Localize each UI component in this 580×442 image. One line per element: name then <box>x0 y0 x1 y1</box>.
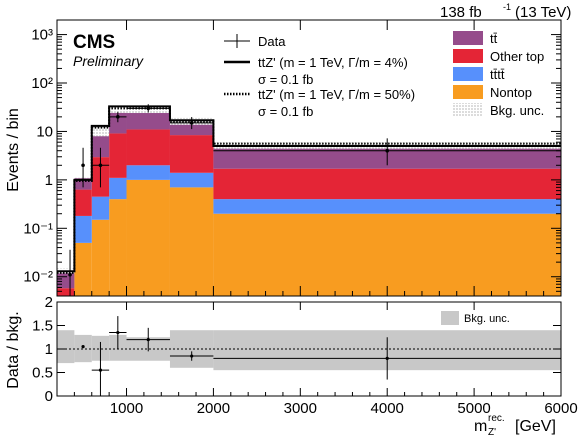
ratio-legend: Bkg. unc. <box>441 311 510 325</box>
ratio-point-0 <box>81 345 84 348</box>
x-tick-label-3: 4000 <box>371 400 404 417</box>
data-point-0 <box>68 273 72 277</box>
x-tick-label-4: 5000 <box>457 400 490 417</box>
x-axis-label-unit: [GeV] <box>515 418 556 435</box>
stack-bar-2-0 <box>57 288 74 296</box>
ratio-point-2 <box>116 331 119 334</box>
legend-signal-50pct: ttZ' (m = 1 TeV, Γ/m = 50%) σ = 0.1 fb <box>224 87 415 119</box>
ratio-legend-label: Bkg. unc. <box>464 313 510 325</box>
legend-other-top: Other top <box>453 49 544 64</box>
stack-bar-1-1 <box>74 216 91 243</box>
preliminary-label: Preliminary <box>73 53 144 69</box>
stack-bar-2-5 <box>170 135 213 173</box>
legend-data: Data <box>224 34 286 49</box>
ratio-y-tick-label-0: 0 <box>45 388 53 405</box>
stack-bar-1-4 <box>127 165 170 180</box>
legend-other-top-swatch <box>453 49 483 63</box>
stack-bar-3-0 <box>57 273 74 288</box>
legend-tttt: tt̄tt̄ <box>453 67 505 82</box>
stack-bar-0-3 <box>109 199 126 296</box>
x-tick-label-2: 3000 <box>284 400 317 417</box>
main-y-tick-label-1: 10⁻¹ <box>23 220 53 237</box>
x-tick-label-0: 1000 <box>110 400 143 417</box>
ratio-legend-swatch <box>441 311 459 325</box>
x-tick-label-1: 2000 <box>197 400 230 417</box>
ratio-y-tick-label-4: 2 <box>45 294 53 311</box>
x-axis-label-main: m <box>474 418 487 435</box>
legend-tttt-swatch <box>453 67 483 81</box>
ratio-y-axis-label: Data / bkg. <box>5 311 22 388</box>
stack-bar-2-6 <box>213 169 561 199</box>
ratio-point-3 <box>147 338 150 341</box>
stack-bar-1-5 <box>170 173 213 188</box>
ratio-point-4 <box>190 354 193 357</box>
legend-signal-50pct-xsec: σ = 0.1 fb <box>258 104 313 119</box>
legend-other-top-label: Other top <box>490 49 544 64</box>
legend-signal-4pct-label: ttZ' (m = 1 TeV, Γ/m = 4%) <box>258 55 408 70</box>
main-y-axis-label: Events / bin <box>5 108 22 192</box>
legend-bkg-unc: Bkg. unc. <box>453 103 544 118</box>
legend-nontop-label: Nontop <box>490 85 532 100</box>
legend-nontop-swatch <box>453 85 483 99</box>
cms-label: CMS <box>73 32 115 53</box>
main-y-tick-label-2: 1 <box>45 172 53 189</box>
legend-signal-4pct: ttZ' (m = 1 TeV, Γ/m = 4%) σ = 0.1 fb <box>224 55 408 87</box>
ratio-point-1 <box>99 369 102 372</box>
x-axis-label-sup: rec. <box>488 413 505 424</box>
main-y-tick-label-0: 10⁻² <box>23 269 53 286</box>
main-y-tick-label-3: 10 <box>36 123 53 140</box>
stack-bar-0-4 <box>127 180 170 296</box>
stack-bar-3-4 <box>127 113 170 129</box>
legend: Data ttZ' (m = 1 TeV, Γ/m = 4%) σ = 0.1 … <box>224 31 544 119</box>
stack-bar-0-6 <box>213 214 561 296</box>
stack-bar-1-3 <box>109 178 126 199</box>
ratio-y-tick-label-3: 1.5 <box>32 318 53 335</box>
stack-bar-0-1 <box>74 243 91 296</box>
ratio-y-tick-label-1: 0.5 <box>32 365 53 382</box>
x-tick-label-5: 6000 <box>544 400 577 417</box>
legend-nontop: Nontop <box>453 85 532 100</box>
legend-bkg-unc-swatch <box>453 103 483 117</box>
legend-bkg-unc-label: Bkg. unc. <box>490 103 544 118</box>
lumi-sup: -1 <box>503 2 511 12</box>
legend-signal-50pct-label: ttZ' (m = 1 TeV, Γ/m = 50%) <box>258 87 415 102</box>
ratio-y-tick-label-2: 1 <box>45 341 53 358</box>
energy-label: (13 TeV) <box>515 4 571 21</box>
legend-signal-4pct-xsec: σ = 0.1 fb <box>258 72 313 87</box>
main-plot-area <box>57 104 561 296</box>
stack-bar-0-5 <box>170 187 213 296</box>
stack-bar-1-2 <box>92 197 109 220</box>
data-point-1 <box>81 163 85 167</box>
stack-bar-0-2 <box>92 220 109 296</box>
x-axis-label-sub: Z' <box>488 427 496 437</box>
legend-ttbar: tt̄ <box>453 31 498 46</box>
stack-bar-2-3 <box>109 133 126 177</box>
main-y-tick-label-4: 10² <box>31 75 53 92</box>
legend-data-label: Data <box>258 34 286 49</box>
ratio-unc-band-0 <box>57 330 74 363</box>
legend-ttbar-swatch <box>453 31 483 45</box>
legend-ttbar-label: tt̄ <box>490 31 498 46</box>
stack-bar-2-1 <box>74 190 91 216</box>
stack-bar-1-6 <box>213 199 561 214</box>
legend-tttt-label: tt̄tt̄ <box>490 67 505 82</box>
main-y-tick-label-5: 10³ <box>31 27 53 44</box>
ratio-plot-area <box>57 316 561 396</box>
lumi-label: 138 fb <box>440 4 482 21</box>
ratio-point-5 <box>386 357 389 360</box>
stack-bar-2-4 <box>127 129 170 165</box>
